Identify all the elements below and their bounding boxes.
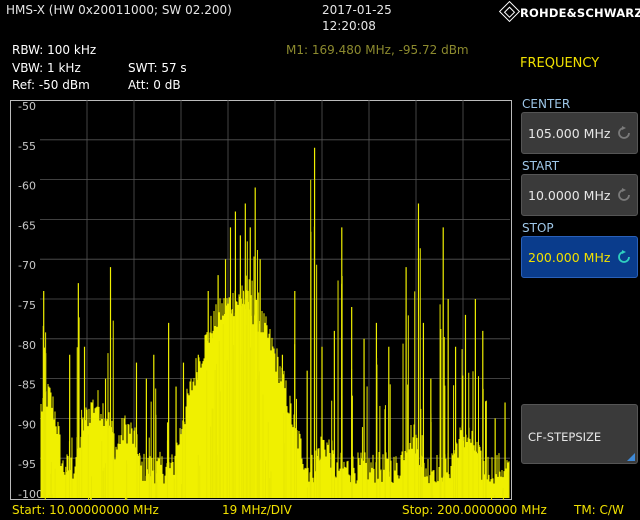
center-frequency-softkey[interactable]: 105.000 MHz (521, 112, 638, 154)
start-frequency-softkey[interactable]: 10.0000 MHz (521, 174, 638, 216)
start-frequency-footer: Start: 10.00000000 MHz (12, 503, 159, 517)
panel-title: FREQUENCY (520, 56, 600, 71)
y-tick-label: -80 (18, 339, 36, 352)
stepsize-label: CF-STEPSIZE (528, 430, 602, 444)
y-tick-label: -95 (18, 458, 36, 471)
date-readout: 2017-01-25 (322, 3, 392, 17)
cf-stepsize-softkey[interactable]: CF-STEPSIZE (521, 404, 638, 464)
ref-level-readout: Ref: -50 dBm (12, 78, 90, 92)
y-tick-label: -70 (18, 259, 36, 272)
swt-readout: SWT: 57 s (128, 61, 187, 75)
stop-label: STOP (522, 221, 554, 235)
y-tick-label: -75 (18, 299, 36, 312)
center-value: 105.000 MHz (528, 126, 611, 141)
y-tick-label: -100 (18, 488, 43, 500)
rotary-knob-icon (618, 250, 630, 263)
y-tick-label: -55 (18, 140, 36, 153)
y-tick-label: -85 (18, 379, 36, 392)
marker-readout: M1: 169.480 MHz, -95.72 dBm (286, 43, 469, 57)
y-tick-label: -60 (18, 180, 36, 193)
y-tick-label: -90 (18, 418, 36, 431)
center-label: CENTER (522, 97, 571, 111)
y-tick-label: -50 (18, 100, 36, 113)
spectrum-svg: -50 -55 -60 -65 -70 -75 -80 -85 -90 -95 -100 (10, 100, 512, 520)
span-per-div: 19 MHz/DIV (222, 503, 292, 517)
rotary-knob-icon (618, 126, 630, 139)
submenu-corner-icon (627, 453, 635, 461)
device-info: HMS-X (HW 0x20011000; SW 02.200) (6, 3, 232, 17)
rotary-knob-icon (618, 188, 630, 201)
rs-logo-icon (498, 0, 521, 23)
rbw-readout: RBW: 100 kHz (12, 43, 97, 57)
brand-logo: ROHDE&SCHWARZ (498, 0, 640, 23)
stop-value: 200.000 MHz (528, 250, 611, 265)
start-value: 10.0000 MHz (528, 188, 611, 203)
attenuation-readout: Att: 0 dB (128, 78, 181, 92)
stop-frequency-footer: Stop: 200.0000000 MHz (402, 503, 547, 517)
spectrum-plot[interactable]: -50 -55 -60 -65 -70 -75 -80 -85 -90 -95 -100 (10, 100, 512, 520)
start-label: START (522, 159, 560, 173)
time-readout: 12:20:08 (322, 19, 376, 33)
y-tick-label: -65 (18, 219, 36, 232)
trace-mode: TM: C/W (574, 503, 624, 517)
vbw-readout: VBW: 1 kHz (12, 61, 81, 75)
stop-frequency-softkey[interactable]: 200.000 MHz (521, 236, 638, 278)
